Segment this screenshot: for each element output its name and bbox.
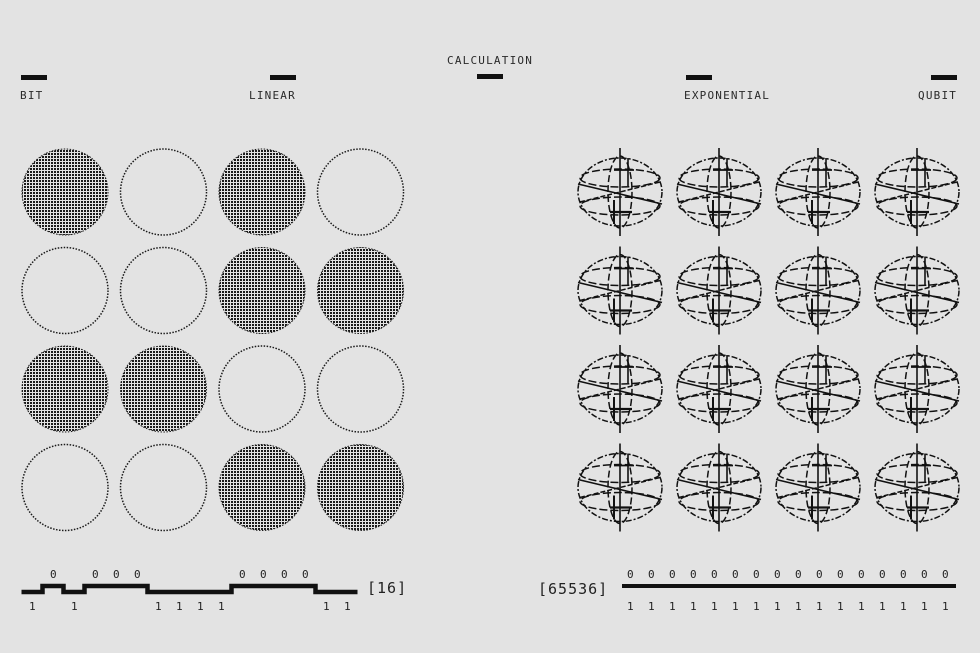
bit-circle-empty bbox=[316, 148, 405, 236]
qubit-label-zero: 0 bbox=[627, 568, 634, 581]
bit-grid bbox=[21, 148, 405, 532]
bit-label-zero: 0 bbox=[50, 568, 57, 581]
bit-circle-filled bbox=[21, 345, 109, 433]
qubit-label-one: 1 bbox=[942, 600, 949, 613]
qubit-sphere bbox=[775, 246, 861, 335]
qubit-label-one: 1 bbox=[753, 600, 760, 613]
bit-marker bbox=[21, 75, 47, 80]
exponential-marker bbox=[686, 75, 712, 80]
qubit-sphere bbox=[676, 246, 762, 335]
bit-circle-empty bbox=[119, 148, 208, 236]
qubit-label-zero: 0 bbox=[921, 568, 928, 581]
qubit-label-zero: 0 bbox=[648, 568, 655, 581]
bit-circle-empty bbox=[119, 443, 208, 532]
qubit-sphere bbox=[577, 345, 663, 433]
qubit-label-zero: 0 bbox=[753, 568, 760, 581]
bit-label-zero: 0 bbox=[92, 568, 99, 581]
qubit-label-one: 1 bbox=[648, 600, 655, 613]
qubit-label-zero: 0 bbox=[900, 568, 907, 581]
bit-label-one: 1 bbox=[344, 600, 351, 613]
qubit-label-one: 1 bbox=[669, 600, 676, 613]
bit-circle-empty bbox=[316, 345, 405, 433]
qubit-label-zero: 0 bbox=[879, 568, 886, 581]
qubit-label-zero: 0 bbox=[942, 568, 949, 581]
bit-waveform bbox=[21, 583, 358, 595]
qubit-count: [65536] bbox=[538, 580, 609, 598]
linear-label: LINEAR bbox=[249, 89, 296, 102]
qubit-sphere bbox=[775, 148, 861, 236]
bit-label-zero: 0 bbox=[113, 568, 120, 581]
qubit-label-zero: 0 bbox=[711, 568, 718, 581]
bit-label-one: 1 bbox=[197, 600, 204, 613]
linear-marker bbox=[270, 75, 296, 80]
bit-circle-empty bbox=[21, 246, 109, 335]
qubit-label-one: 1 bbox=[879, 600, 886, 613]
qubit-label-one: 1 bbox=[795, 600, 802, 613]
qubit-label-one: 1 bbox=[774, 600, 781, 613]
qubit-label-zero: 0 bbox=[732, 568, 739, 581]
qubit-sphere bbox=[775, 345, 861, 433]
qubit-label-one: 1 bbox=[711, 600, 718, 613]
bit-label-zero: 0 bbox=[260, 568, 267, 581]
bit-circle-filled bbox=[120, 345, 207, 433]
qubit-sphere bbox=[874, 443, 960, 532]
qubit-label-zero: 0 bbox=[816, 568, 823, 581]
qubit-label-zero: 0 bbox=[774, 568, 781, 581]
bit-label-one: 1 bbox=[29, 600, 36, 613]
qubit-label-one: 1 bbox=[900, 600, 907, 613]
qubit-label-one: 1 bbox=[732, 600, 739, 613]
qubit-sphere bbox=[874, 148, 960, 236]
bit-circle-filled bbox=[218, 247, 306, 334]
bit-label: BIT bbox=[20, 89, 44, 102]
bit-label-one: 1 bbox=[155, 600, 162, 613]
bit-label-zero: 0 bbox=[239, 568, 246, 581]
qubit-label-one: 1 bbox=[816, 600, 823, 613]
bit-label-one: 1 bbox=[71, 600, 78, 613]
bit-label-zero: 0 bbox=[134, 568, 141, 581]
bit-circle-filled bbox=[218, 148, 306, 236]
qubit-sphere bbox=[577, 148, 663, 236]
bit-circle-empty bbox=[218, 345, 306, 433]
qubit-label-zero: 0 bbox=[690, 568, 697, 581]
qubit-grid bbox=[577, 148, 960, 532]
qubit-sphere bbox=[775, 443, 861, 532]
qubit-marker bbox=[931, 75, 957, 80]
bit-label-one: 1 bbox=[323, 600, 330, 613]
qubit-label-one: 1 bbox=[627, 600, 634, 613]
qubit-sphere bbox=[577, 246, 663, 335]
qubit-label-one: 1 bbox=[690, 600, 697, 613]
qubit-sphere bbox=[577, 443, 663, 532]
bit-circle-filled bbox=[317, 247, 404, 334]
qubit-label-zero: 0 bbox=[795, 568, 802, 581]
bit-count: [16] bbox=[367, 579, 408, 597]
qubit-sphere bbox=[874, 246, 960, 335]
bit-circle-filled bbox=[317, 444, 404, 531]
qubit-label: QUBIT bbox=[918, 89, 958, 102]
bit-label-zero: 0 bbox=[281, 568, 288, 581]
bit-circle-filled bbox=[21, 148, 109, 236]
qubit-sequence: 0 0 0 0 0 0 0 0 0 0 0 0 0 0 0 0 1 1 1 1 1 1 1 1 1 1 1 1 1 1 1 1 bbox=[622, 568, 956, 613]
bit-label-zero: 0 bbox=[302, 568, 309, 581]
qubit-label-one: 1 bbox=[858, 600, 865, 613]
qubit-sphere bbox=[676, 345, 762, 433]
bit-circle-empty bbox=[21, 443, 109, 532]
bit-circle-empty bbox=[119, 246, 208, 335]
qubit-label-one: 1 bbox=[921, 600, 928, 613]
qubit-label-zero: 0 bbox=[837, 568, 844, 581]
calculation-label: CALCULATION bbox=[447, 54, 534, 67]
calculation-marker bbox=[477, 74, 503, 79]
bit-label-one: 1 bbox=[176, 600, 183, 613]
qubit-sphere bbox=[874, 345, 960, 433]
qubit-sphere bbox=[676, 443, 762, 532]
qubit-label-one: 1 bbox=[837, 600, 844, 613]
qubit-label-zero: 0 bbox=[858, 568, 865, 581]
qubit-label-zero: 0 bbox=[669, 568, 676, 581]
bit-circle-filled bbox=[218, 444, 306, 531]
qubit-sphere bbox=[676, 148, 762, 236]
bit-sequence: 1 0 1 0 0 0 1 1 1 1 0 0 0 0 1 1 bbox=[21, 568, 358, 613]
exponential-label: EXPONENTIAL bbox=[684, 89, 771, 102]
bit-label-one: 1 bbox=[218, 600, 225, 613]
